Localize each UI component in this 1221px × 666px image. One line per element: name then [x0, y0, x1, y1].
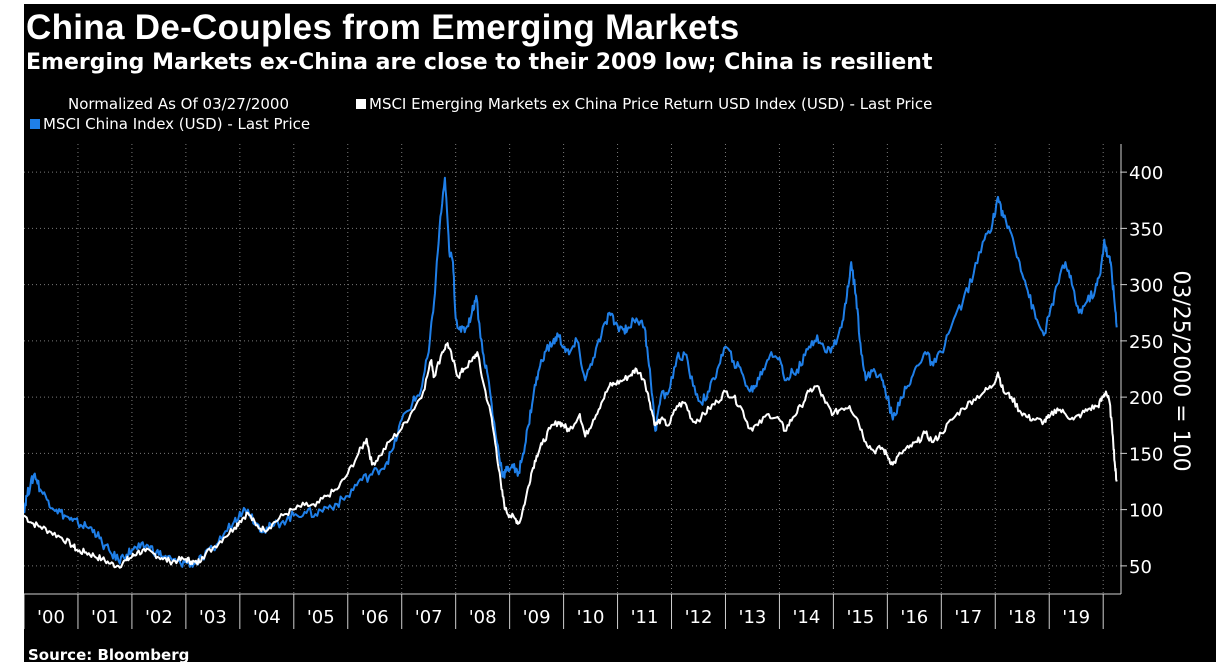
x-tick-label: '01 — [91, 607, 119, 628]
x-tick-label: '06 — [361, 607, 389, 628]
series-line-msci-china — [24, 176, 1118, 568]
x-tick-label: '15 — [846, 607, 874, 628]
legend-label-china: MSCI China Index (USD) - Last Price — [43, 115, 311, 133]
y-tick-label: 300 — [1129, 276, 1163, 297]
y-axis-ticks: 50 100 150 200 250 300 350 400 — [1121, 163, 1163, 578]
x-tick-label: '04 — [253, 607, 281, 628]
x-axis-ticks: '00 '01 '02 '03 '04 '05 '06 '07 '08 '09 '10 '11 '12 '… — [24, 594, 1104, 629]
y-tick-label: 400 — [1129, 163, 1163, 184]
grid-lines — [24, 144, 1121, 594]
x-tick-label: '14 — [792, 607, 820, 628]
x-tick-label: '09 — [523, 607, 551, 628]
y-tick-label: 200 — [1129, 388, 1163, 409]
y-tick-label: 100 — [1129, 501, 1163, 522]
series-lines — [24, 176, 1118, 569]
x-tick-label: '18 — [1008, 607, 1036, 628]
y-tick-label: 250 — [1129, 332, 1163, 353]
y-tick-label: 150 — [1129, 444, 1163, 465]
x-tick-label: '13 — [739, 607, 767, 628]
y-axis-label: 03/25/2000 = 100 — [1168, 270, 1193, 471]
x-tick-label: '19 — [1062, 607, 1090, 628]
x-tick-label: '12 — [685, 607, 713, 628]
legend-item-china: MSCI China Index (USD) - Last Price — [30, 115, 310, 133]
legend-swatch-china — [30, 119, 40, 129]
legend-label-em: MSCI Emerging Markets ex China Price Ret… — [369, 95, 933, 113]
series-line-em-ex-china — [24, 342, 1118, 569]
x-tick-label: '17 — [954, 607, 982, 628]
y-tick-label: 350 — [1129, 219, 1163, 240]
chart-subtitle: Emerging Markets ex-China are close to t… — [26, 50, 933, 75]
x-tick-label: '03 — [199, 607, 227, 628]
x-tick-label: '10 — [577, 607, 605, 628]
chart-title: China De-Couples from Emerging Markets — [26, 8, 740, 47]
x-tick-label: '00 — [37, 607, 65, 628]
x-tick-label: '08 — [469, 607, 497, 628]
x-tick-label: '07 — [415, 607, 443, 628]
y-tick-label: 50 — [1129, 557, 1152, 578]
chart-frame: China De-Couples from Emerging Markets E… — [24, 4, 1216, 662]
x-tick-label: '02 — [145, 607, 173, 628]
legend-item-em: MSCI Emerging Markets ex China Price Ret… — [356, 95, 932, 113]
source-note: Source: Bloomberg — [28, 646, 190, 662]
x-tick-label: '16 — [900, 607, 928, 628]
x-tick-label: '05 — [307, 607, 335, 628]
legend-note: Normalized As Of 03/27/2000 — [68, 95, 289, 113]
x-tick-label: '11 — [631, 607, 659, 628]
legend-swatch-em — [356, 99, 366, 109]
